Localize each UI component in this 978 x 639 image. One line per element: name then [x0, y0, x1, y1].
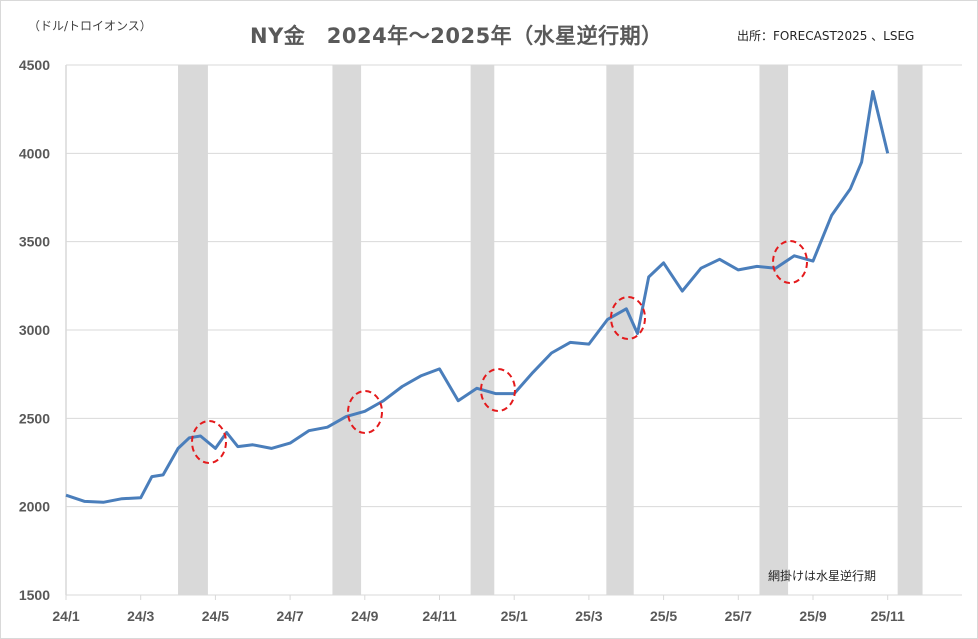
source-label: 出所：FORECAST2025 、LSEG	[737, 29, 915, 43]
dashed-highlight-circle	[191, 420, 227, 464]
gridlines	[65, 64, 962, 596]
x-tick-label: 24/9	[351, 608, 378, 624]
shading-note: 網掛けは水星逆行期	[768, 569, 877, 583]
y-axis-ticks: 1500 2000 2500 3000 3500 4000 4500	[19, 57, 50, 603]
y-tick-label: 4500	[19, 57, 50, 73]
y-tick-label: 2000	[19, 499, 50, 515]
y-tick-label: 3500	[19, 234, 50, 250]
y-tick-label: 2500	[19, 410, 50, 426]
x-tick-label: 24/7	[276, 608, 303, 624]
dashed-highlight-circle	[480, 368, 516, 412]
x-tick-label: 24/3	[127, 608, 154, 624]
highlight-circles	[191, 240, 808, 464]
x-tick-label: 25/3	[575, 608, 602, 624]
x-tick-label: 25/9	[799, 608, 826, 624]
x-tick-label: 24/1	[52, 608, 79, 624]
y-tick-label: 3000	[19, 322, 50, 338]
x-axis-ticks: 24/1 24/3 24/5 24/7 24/9 24/11 25/1 25/3 25/5 25/…	[52, 595, 905, 624]
dashed-highlight-circle	[772, 240, 808, 284]
x-tick-label: 25/7	[725, 608, 752, 624]
gold-price-line	[65, 90, 890, 504]
y-tick-label: 1500	[19, 587, 50, 603]
chart-title: NY金 2024年～2025年（水星逆行期）	[250, 24, 663, 48]
y-axis-unit-label: （ドル/トロイオンス）	[28, 19, 152, 33]
dashed-highlight-circle	[347, 390, 383, 434]
y-tick-label: 4000	[19, 145, 50, 161]
x-tick-label: 24/5	[202, 608, 229, 624]
x-tick-label: 24/11	[422, 608, 456, 624]
x-tick-label: 25/1	[501, 608, 528, 624]
dashed-highlight-circle	[610, 296, 646, 340]
x-tick-label: 25/11	[871, 608, 905, 624]
x-tick-label: 25/5	[650, 608, 677, 624]
